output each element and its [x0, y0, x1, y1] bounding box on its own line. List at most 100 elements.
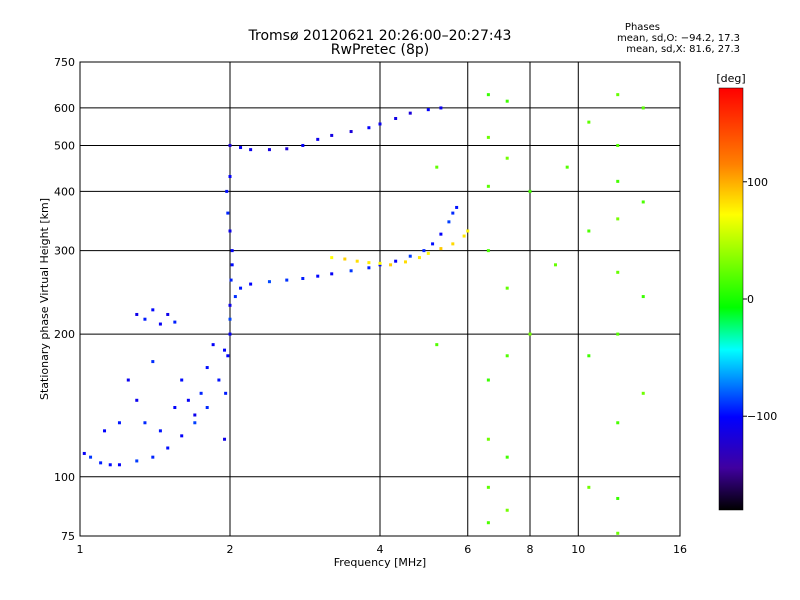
data-point [439, 247, 443, 251]
data-point [193, 413, 197, 417]
data-point [486, 249, 490, 253]
data-point [528, 332, 532, 336]
data-point [505, 286, 509, 290]
data-point [316, 274, 320, 278]
data-point [249, 148, 253, 152]
data-point [389, 263, 393, 267]
data-point [486, 437, 490, 441]
data-point [528, 189, 532, 193]
data-point [158, 322, 162, 326]
data-point [641, 391, 645, 395]
x-axis-label: Frequency [MHz] [334, 556, 426, 569]
data-point [587, 354, 591, 358]
data-point [343, 257, 347, 261]
data-point [641, 106, 645, 110]
data-point [217, 378, 221, 382]
data-point [99, 461, 103, 465]
data-point [180, 378, 184, 382]
data-point [394, 116, 398, 120]
data-point [239, 146, 243, 150]
data-point [486, 378, 490, 382]
y-tick-label: 300 [54, 245, 75, 258]
colorbar-tick-label: 0 [747, 293, 754, 306]
data-point [505, 508, 509, 512]
data-point [565, 165, 569, 169]
data-point [587, 485, 591, 489]
data-point [228, 229, 232, 233]
colorbar-ticks: 100 0 −100 [743, 176, 777, 423]
data-point [180, 434, 184, 438]
data-point [233, 295, 237, 299]
data-point [408, 254, 412, 258]
data-point [230, 249, 234, 253]
data-point [173, 406, 177, 410]
data-point [486, 521, 490, 525]
data-point [126, 378, 130, 382]
y-axis-ticks: 75 100 200 300 400 500 600 750 [54, 56, 75, 543]
colorbar-tick-label: 100 [747, 176, 768, 189]
colorbar [718, 87, 744, 511]
data-point [616, 143, 620, 147]
data-point [89, 455, 93, 459]
data-point [301, 143, 305, 147]
data-point [616, 496, 620, 500]
data-point [435, 165, 439, 169]
data-point [455, 205, 459, 209]
phase-stats-x: mean, sd,X: 81.6, 27.3 [626, 44, 740, 55]
data-point [349, 130, 353, 134]
data-point [587, 229, 591, 233]
data-point [193, 421, 197, 425]
data-point [641, 295, 645, 299]
data-point [151, 455, 155, 459]
data-point [166, 446, 170, 450]
x-tick-label: 2 [227, 543, 234, 556]
x-tick-label: 1 [77, 543, 84, 556]
data-point [186, 398, 190, 402]
data-point [285, 278, 289, 282]
data-point [285, 147, 289, 151]
data-point [426, 251, 430, 255]
data-point [616, 179, 620, 183]
x-tick-label: 16 [673, 543, 687, 556]
data-point [486, 184, 490, 188]
data-point [267, 148, 271, 152]
y-tick-label: 75 [61, 530, 75, 543]
data-point [435, 343, 439, 347]
data-point [117, 463, 121, 467]
data-point [230, 263, 234, 267]
data-point [431, 242, 435, 246]
data-point [616, 531, 620, 535]
data-point [439, 232, 443, 236]
chart-subtitle: RwPretec (8p) [330, 42, 430, 58]
data-point [505, 455, 509, 459]
y-tick-label: 500 [54, 139, 75, 152]
data-point [466, 229, 470, 233]
data-point [616, 332, 620, 336]
data-point [403, 260, 407, 264]
colorbar-label: [deg] [716, 72, 745, 85]
data-point [173, 320, 177, 324]
data-point [228, 317, 232, 321]
data-point [417, 256, 421, 260]
y-tick-label: 600 [54, 102, 75, 115]
data-point [378, 261, 382, 265]
data-point [349, 269, 353, 273]
data-points [82, 93, 645, 535]
data-point [330, 256, 334, 260]
data-point [426, 108, 430, 112]
data-point [451, 242, 455, 246]
data-point [228, 332, 232, 336]
data-point [505, 99, 509, 103]
y-axis-label: Stationary phase Virtual Height [km] [38, 198, 51, 400]
data-point [408, 111, 412, 115]
data-point [135, 398, 139, 402]
data-point [205, 366, 209, 370]
data-point [249, 282, 253, 286]
data-point [422, 249, 426, 253]
data-point [367, 266, 371, 270]
data-point [226, 211, 230, 215]
y-tick-label: 100 [54, 471, 75, 484]
data-point [135, 459, 139, 463]
data-point [211, 343, 215, 347]
